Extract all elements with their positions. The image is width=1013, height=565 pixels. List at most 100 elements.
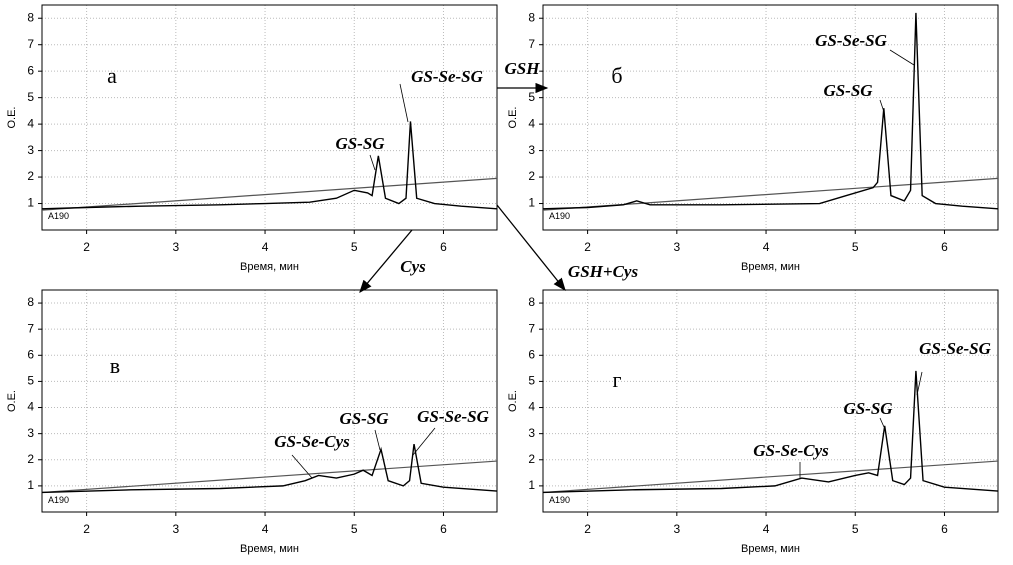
y-tick-label: 4	[27, 116, 34, 130]
leader-line	[916, 371, 923, 396]
x-tick-label: 3	[172, 240, 179, 254]
y-tick-label: 2	[27, 452, 34, 466]
y-tick-label: 3	[27, 143, 34, 157]
x-tick-label: 3	[673, 240, 680, 254]
peak-label: GS-Se-SG	[919, 339, 992, 358]
y-tick-label: 6	[528, 63, 535, 77]
x-tick-label: 6	[941, 240, 948, 254]
plot-frame	[542, 4, 999, 231]
y-tick-label: 1	[528, 196, 535, 210]
peak-label: GS-SG	[843, 399, 893, 418]
x-tick-label: 2	[584, 240, 591, 254]
y-tick-label: 8	[27, 295, 34, 309]
panel-letter: а	[107, 63, 117, 88]
y-tick-label: 5	[528, 90, 535, 104]
leader-line	[412, 427, 436, 456]
plot-frame	[41, 4, 498, 231]
y-axis-label: О.Е.	[6, 106, 18, 128]
leader-line	[879, 99, 885, 113]
y-tick-label: 8	[528, 10, 535, 24]
arrow	[496, 204, 566, 292]
x-axis-label: Время, мин	[741, 261, 800, 273]
x-tick-label: 4	[763, 240, 770, 254]
y-tick-label: 1	[27, 196, 34, 210]
leader-line	[291, 454, 313, 479]
peak-label: GS-Se-SG	[815, 31, 888, 50]
x-tick-label: 3	[673, 522, 680, 536]
y-tick-label: 7	[528, 321, 535, 335]
x-axis-label: Время, мин	[240, 543, 299, 555]
peak-label: GS-Se-Cys	[274, 432, 350, 451]
panel-letter: г	[612, 367, 621, 392]
series-name: A190	[48, 211, 69, 221]
arrow-label: Cys	[400, 257, 426, 276]
y-tick-label: 7	[528, 37, 535, 51]
gradient-line	[41, 177, 498, 211]
leader-line	[399, 83, 409, 123]
y-tick-label: 1	[528, 478, 535, 492]
y-tick-label: 3	[528, 426, 535, 440]
x-tick-label: 2	[584, 522, 591, 536]
y-tick-label: 4	[528, 116, 535, 130]
chromatogram-line	[41, 121, 498, 210]
gradient-line	[41, 460, 498, 494]
arrow-label: GSH+Cys	[568, 262, 639, 281]
x-tick-label: 2	[83, 522, 90, 536]
leader-line	[374, 429, 381, 451]
x-tick-label: 4	[262, 240, 269, 254]
peak-label: GS-Se-SG	[417, 407, 490, 426]
peak-label: GS-Se-SG	[411, 67, 484, 86]
peak-label: GS-SG	[335, 134, 385, 153]
y-axis-label: О.Е.	[507, 390, 519, 412]
x-tick-label: 4	[763, 522, 770, 536]
x-tick-label: 3	[172, 522, 179, 536]
x-tick-label: 6	[440, 240, 447, 254]
leader-line	[369, 154, 376, 171]
chromatogram-line	[41, 443, 498, 494]
panel-letter: в	[110, 353, 120, 378]
plot-frame	[542, 289, 999, 513]
x-tick-label: 5	[351, 522, 358, 536]
y-tick-label: 3	[27, 426, 34, 440]
x-tick-label: 5	[351, 240, 358, 254]
y-tick-label: 7	[27, 37, 34, 51]
series-name: A190	[549, 495, 570, 505]
series-name: A190	[549, 211, 570, 221]
y-tick-label: 5	[27, 374, 34, 388]
x-tick-label: 6	[440, 522, 447, 536]
y-tick-label: 4	[27, 400, 34, 414]
y-tick-label: 3	[528, 143, 535, 157]
gradient-line	[542, 460, 999, 494]
y-tick-label: 8	[27, 10, 34, 24]
y-tick-label: 5	[528, 374, 535, 388]
y-axis-label: О.Е.	[6, 390, 18, 412]
x-axis-label: Время, мин	[240, 261, 299, 273]
x-tick-label: 6	[941, 522, 948, 536]
y-tick-label: 6	[27, 63, 34, 77]
y-tick-label: 2	[528, 452, 535, 466]
y-tick-label: 1	[27, 478, 34, 492]
x-tick-label: 5	[852, 522, 859, 536]
series-name: A190	[48, 495, 69, 505]
y-tick-label: 6	[27, 347, 34, 361]
y-tick-label: 6	[528, 347, 535, 361]
peak-label: GS-SG	[823, 81, 873, 100]
x-axis-label: Время, мин	[741, 543, 800, 555]
arrow	[359, 229, 413, 293]
plot-frame	[41, 289, 498, 513]
arrow-label: GSH	[505, 59, 541, 78]
y-tick-label: 7	[27, 321, 34, 335]
peak-label: GS-SG	[339, 409, 389, 428]
y-tick-label: 4	[528, 400, 535, 414]
leader-line	[889, 49, 915, 66]
x-tick-label: 5	[852, 240, 859, 254]
x-tick-label: 2	[83, 240, 90, 254]
x-tick-label: 4	[262, 522, 269, 536]
y-tick-label: 2	[27, 169, 34, 183]
y-tick-label: 5	[27, 90, 34, 104]
chromatogram-line	[542, 370, 999, 494]
chromatogram-line	[542, 12, 999, 210]
peak-label: GS-Se-Cys	[753, 441, 829, 460]
panel-letter: б	[611, 63, 622, 88]
y-axis-label: О.Е.	[507, 106, 519, 128]
